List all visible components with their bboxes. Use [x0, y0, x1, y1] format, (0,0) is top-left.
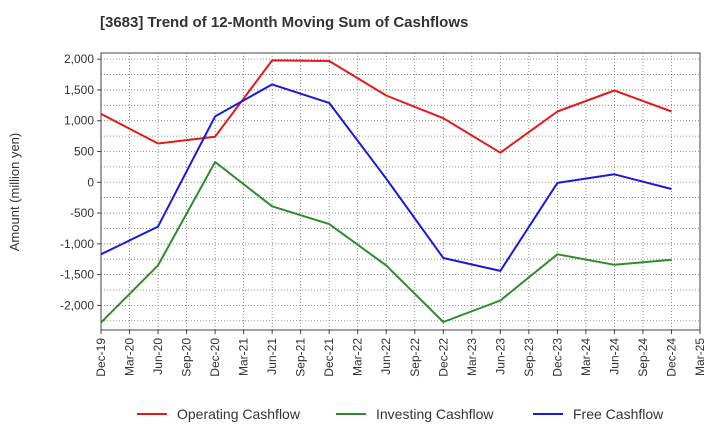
- x-tick-label: Jun-22: [379, 338, 393, 375]
- x-tick-label: Mar-20: [123, 338, 137, 376]
- x-tick-label: Mar-21: [237, 338, 251, 376]
- legend-item-operating-cashflow: Operating Cashflow: [137, 406, 301, 422]
- legend-label: Operating Cashflow: [177, 406, 301, 422]
- x-tick-label: Sep-24: [636, 338, 650, 377]
- x-tick-label: Dec-19: [94, 338, 108, 377]
- x-tick-label: Mar-22: [351, 338, 365, 376]
- x-tick-label: Sep-23: [522, 338, 536, 377]
- y-tick-label: 0: [87, 175, 94, 189]
- series-line-free-cashflow: [100, 83, 672, 272]
- x-tick-label: Sep-20: [180, 338, 194, 377]
- plot-area: [101, 53, 700, 330]
- y-tick-label: 1,000: [64, 114, 94, 128]
- y-tick-labels: 2,000 1,500 1,000 500 0 -500 -1,000 -1,500 -2,00…: [60, 52, 94, 312]
- y-tick-label: -500: [70, 206, 94, 220]
- y-tick-label: -1,500: [60, 268, 94, 282]
- axes: [97, 52, 701, 334]
- x-tick-label: Jun-24: [607, 338, 621, 375]
- series-line-operating-cashflow: [100, 59, 672, 154]
- x-tick-label: Sep-21: [294, 338, 308, 377]
- legend-label: Free Cashflow: [573, 406, 664, 422]
- x-tick-labels: Dec-19 Mar-20 Jun-20 Sep-20 Dec-20 Mar-21 Jun-…: [94, 338, 707, 377]
- legend-item-free-cashflow: Free Cashflow: [533, 406, 664, 422]
- x-tick-label: Jun-21: [265, 338, 279, 375]
- legend: Operating Cashflow Investing Cashflow Free…: [137, 406, 664, 422]
- y-tick-label: 2,000: [64, 52, 94, 66]
- x-tick-label: Dec-22: [436, 338, 450, 377]
- x-tick-label: Jun-20: [151, 338, 165, 375]
- y-tick-label: 500: [74, 144, 94, 158]
- legend-item-investing-cashflow: Investing Cashflow: [336, 406, 494, 422]
- x-tick-label: Dec-23: [550, 338, 564, 377]
- x-tick-label: Sep-22: [408, 338, 422, 377]
- plot-frame: [100, 52, 701, 331]
- y-tick-label: 1,500: [64, 83, 94, 97]
- chart-title: [3683] Trend of 12-Month Moving Sum of C…: [100, 14, 469, 31]
- x-tick-label: Mar-23: [465, 338, 479, 376]
- y-axis-label: Amount (million yen): [7, 133, 22, 252]
- series-lines: [100, 59, 672, 324]
- y-tick-label: -1,000: [60, 237, 94, 251]
- x-tick-label: Dec-20: [208, 338, 222, 377]
- x-tick-label: Jun-23: [493, 338, 507, 375]
- x-tick-label: Dec-21: [322, 338, 336, 377]
- legend-label: Investing Cashflow: [376, 406, 494, 422]
- x-tick-label: Mar-24: [579, 338, 593, 376]
- y-tick-label: -2,000: [60, 298, 94, 312]
- grid: [100, 53, 701, 330]
- x-tick-label: Dec-24: [664, 338, 678, 377]
- x-tick-label: Mar-25: [693, 338, 707, 376]
- series-line-investing-cashflow: [100, 161, 672, 324]
